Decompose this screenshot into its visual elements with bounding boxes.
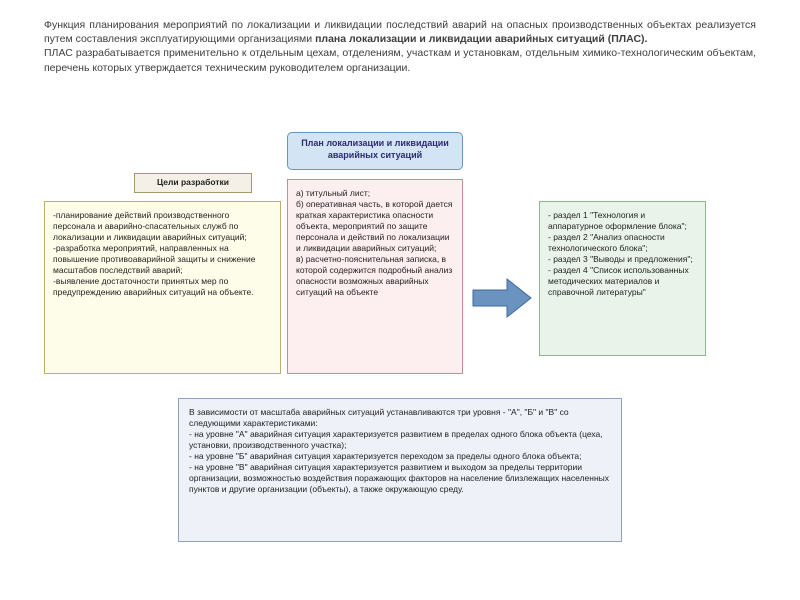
- goals-content-box: -планирование действий производственного…: [44, 201, 281, 374]
- sections-list-box: а) титульный лист; б) оперативная часть,…: [287, 179, 463, 374]
- plan-title-box: План локализации и ликвидации аварийных …: [287, 132, 463, 170]
- levels-box: В зависимости от масштаба аварийных ситу…: [178, 398, 622, 542]
- intro-p1b: плана локализации и ликвидации аварийных…: [315, 33, 647, 45]
- intro-text: Функция планирования мероприятий по лока…: [44, 18, 756, 75]
- goals-label-text: Цели разработки: [157, 177, 229, 187]
- chapters-list-text: - раздел 1 "Технология и аппаратурное оф…: [548, 210, 697, 298]
- sections-list-text: а) титульный лист; б) оперативная часть,…: [296, 188, 454, 298]
- chapters-list-box: - раздел 1 "Технология и аппаратурное оф…: [539, 201, 706, 356]
- intro-p2: ПЛАС разрабатывается применительно к отд…: [44, 47, 756, 73]
- levels-text: В зависимости от масштаба аварийных ситу…: [189, 407, 611, 495]
- arrow-icon: [471, 277, 533, 319]
- goals-content-text: -планирование действий производственного…: [53, 210, 272, 298]
- plan-title-text: План локализации и ликвидации аварийных …: [301, 138, 449, 160]
- goals-label-box: Цели разработки: [134, 173, 252, 193]
